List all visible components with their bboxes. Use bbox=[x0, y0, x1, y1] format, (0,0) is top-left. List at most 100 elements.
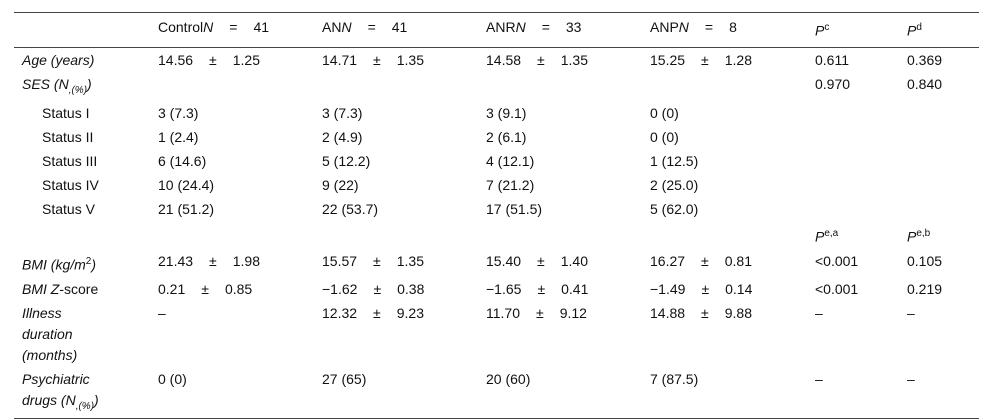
cell-part: ANP bbox=[650, 19, 679, 35]
cell-part: 12.32 bbox=[322, 304, 358, 321]
table-row: Pe,a Pe,b bbox=[14, 221, 979, 249]
header-cell: Pd bbox=[899, 12, 979, 48]
header-cell: ANPN = 8 bbox=[642, 12, 807, 48]
cell-part: −1.49 bbox=[650, 280, 686, 297]
data-cell: 12.32 ±9.23 bbox=[314, 301, 478, 367]
data-cell: 3 (9.1) bbox=[486, 105, 527, 122]
row-label: Status IV bbox=[14, 173, 150, 197]
label-part: -score bbox=[59, 280, 99, 297]
label-part: ,(%) bbox=[68, 84, 88, 96]
cell-part: ± bbox=[201, 280, 209, 297]
data-cell: – bbox=[158, 304, 166, 321]
cell-part: N bbox=[341, 19, 352, 35]
table-row: Status IV 10 (24.4) 9 (22) 7 (21.2) 2 (25.0) bbox=[14, 173, 979, 197]
table-row: Status III 6 (14.6) 5 (12.2) 4 (12.1) 1 (12.… bbox=[14, 149, 979, 173]
cell-part: = bbox=[229, 19, 238, 35]
table-row: Status II 1 (2.4) 2 (4.9) 2 (6.1) 0 (0) bbox=[14, 125, 979, 149]
cell-part: −1.65 bbox=[486, 280, 522, 297]
data-cell: Pe,a bbox=[807, 221, 899, 249]
cell-part: = bbox=[541, 19, 550, 35]
row-label-text: BMI (kg/m2) bbox=[22, 251, 114, 276]
table-row: Status I 3 (7.3) 3 (7.3) 3 (9.1) 0 (0) bbox=[14, 101, 979, 125]
cell-part: N bbox=[515, 19, 526, 35]
cell-part: 15.57 bbox=[322, 253, 358, 270]
data-cell: 0 (0) bbox=[650, 105, 679, 122]
label-part: Status I bbox=[42, 105, 90, 122]
data-cell: 21 (51.2) bbox=[158, 201, 215, 218]
table-row: BMI (kg/m2) 21.43 ±1.98 15.57 ±1.35 15.40 ±1.4… bbox=[14, 249, 979, 277]
cell-part: 0.38 bbox=[397, 280, 425, 297]
data-cell: 9 (22) bbox=[322, 177, 359, 194]
header-cell: ControlN = 41 bbox=[150, 12, 314, 48]
row-label: BMI Z-score bbox=[14, 277, 150, 301]
data-cell: Pe,b bbox=[899, 221, 979, 249]
data-cell: 11.70 ±9.12 bbox=[478, 301, 642, 367]
row-label-text: Status V bbox=[22, 199, 150, 220]
cell-part: ± bbox=[373, 51, 381, 68]
row-label: Illness duration (months) bbox=[14, 301, 150, 367]
cell-part: 1.40 bbox=[560, 253, 588, 270]
data-cell: 15.40 ±1.40 bbox=[478, 249, 642, 277]
data-cell: <0.001 bbox=[815, 253, 859, 270]
data-cell: 1 (2.4) bbox=[158, 129, 199, 146]
table-row: Psychiatric drugs (N,(%)) 0 (0) 27 (65) 20 … bbox=[14, 367, 979, 418]
data-cell: 1 (12.5) bbox=[650, 153, 699, 170]
cell-part: = bbox=[367, 19, 376, 35]
row-label-text: Status III bbox=[22, 151, 150, 172]
data-cell: 14.71 ±1.35 bbox=[314, 47, 478, 72]
data-cell bbox=[642, 72, 807, 102]
cell-part: e,b bbox=[916, 228, 931, 240]
data-cell: 6 (14.6) bbox=[158, 153, 207, 170]
cell-part: 0.41 bbox=[561, 280, 589, 297]
cell-part: ± bbox=[701, 280, 710, 297]
data-cell: 16.27 ±0.81 bbox=[642, 249, 807, 277]
data-cell: 0.369 bbox=[907, 51, 943, 68]
cell-part: 0.85 bbox=[224, 280, 253, 297]
data-cell: 2 (6.1) bbox=[486, 129, 527, 146]
row-label-text: Status IV bbox=[22, 175, 150, 196]
label-part: ) bbox=[91, 256, 97, 273]
label-part: Age (years) bbox=[22, 51, 95, 68]
cell-part: 11.70 bbox=[486, 304, 520, 321]
data-cell bbox=[807, 173, 899, 197]
row-label: Status II bbox=[14, 125, 150, 149]
data-cell bbox=[899, 173, 979, 197]
cell-part: 1.25 bbox=[232, 51, 260, 68]
row-label-text: Age (years) bbox=[22, 50, 114, 71]
header-cell bbox=[14, 12, 150, 48]
data-cell: 0.611 bbox=[815, 51, 849, 68]
cell-part: 14.88 bbox=[650, 304, 686, 321]
data-cell: 22 (53.7) bbox=[322, 201, 379, 218]
label-part: Status III bbox=[42, 153, 98, 170]
cell-part: 9.23 bbox=[396, 304, 424, 321]
data-cell: 2 (4.9) bbox=[322, 129, 363, 146]
data-cell: 3 (7.3) bbox=[322, 105, 363, 122]
data-cell: 5 (62.0) bbox=[650, 201, 699, 218]
data-cell: −1.65 ±0.41 bbox=[478, 277, 642, 301]
cell-part: 1.28 bbox=[724, 51, 752, 68]
label-part: Status V bbox=[42, 201, 95, 218]
table-row: Illness duration (months) – 12.32 ±9.23 11.7… bbox=[14, 301, 979, 367]
data-cell bbox=[150, 221, 314, 249]
cell-part: ± bbox=[209, 253, 217, 270]
header-cell: Pc bbox=[807, 12, 899, 48]
data-cell bbox=[807, 197, 899, 221]
label-part: Psychiatric drugs (N bbox=[22, 370, 90, 408]
cell-part: 9.12 bbox=[559, 304, 587, 321]
row-label-text: SES (N,(%)) bbox=[22, 74, 114, 101]
cell-part: 0.14 bbox=[725, 280, 753, 297]
label-part: 2 bbox=[85, 256, 92, 268]
cell-part: ± bbox=[209, 51, 217, 68]
data-cell bbox=[899, 197, 979, 221]
row-label: BMI (kg/m2) bbox=[14, 249, 150, 277]
data-cell: 15.57 ±1.35 bbox=[314, 249, 478, 277]
cell-part: = bbox=[704, 19, 714, 35]
cell-part: 1.35 bbox=[396, 51, 424, 68]
label-part: ) bbox=[94, 391, 99, 408]
cell-part: ± bbox=[373, 304, 381, 321]
data-cell: 0.840 bbox=[907, 75, 943, 92]
table-row: Age (years) 14.56 ±1.25 14.71 ±1.35 14.58 ±1.3… bbox=[14, 47, 979, 72]
data-cell bbox=[807, 101, 899, 125]
label-part: Illness duration (months) bbox=[22, 304, 78, 363]
data-cell: – bbox=[815, 304, 823, 321]
